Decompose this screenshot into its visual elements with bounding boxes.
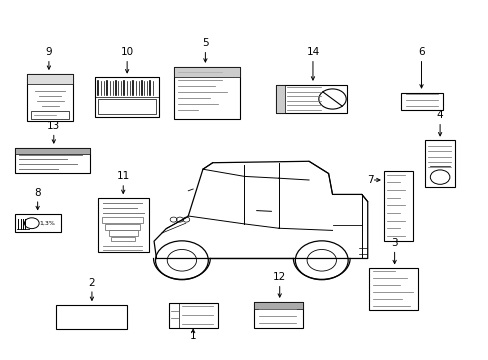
Bar xyxy=(95,77,159,97)
Bar xyxy=(168,303,179,328)
Text: 6: 6 xyxy=(417,47,424,57)
Bar xyxy=(173,67,239,119)
Bar xyxy=(27,74,73,84)
Bar xyxy=(15,214,61,232)
Bar xyxy=(108,230,138,236)
Bar xyxy=(254,302,303,328)
Text: 10: 10 xyxy=(121,47,133,57)
Bar xyxy=(98,99,156,114)
Text: 8: 8 xyxy=(34,188,41,198)
Text: 1: 1 xyxy=(189,330,196,341)
Bar xyxy=(383,171,412,241)
Bar xyxy=(368,268,417,310)
Text: 12: 12 xyxy=(272,272,286,282)
Text: 11: 11 xyxy=(116,171,130,181)
Text: 7: 7 xyxy=(366,175,373,185)
Bar xyxy=(56,305,127,329)
Bar xyxy=(105,224,140,230)
Bar xyxy=(425,140,454,187)
Bar xyxy=(173,67,239,77)
Text: 1,3%: 1,3% xyxy=(40,221,55,226)
Bar xyxy=(276,85,285,113)
Text: 9: 9 xyxy=(45,47,52,57)
Text: 5: 5 xyxy=(202,38,208,48)
Text: 4: 4 xyxy=(436,110,443,120)
Bar xyxy=(111,237,135,241)
Bar xyxy=(400,93,442,110)
Bar xyxy=(95,77,159,117)
Bar xyxy=(102,217,143,223)
Bar xyxy=(276,85,346,113)
Text: 3: 3 xyxy=(390,238,397,248)
Bar xyxy=(15,148,90,154)
Bar xyxy=(254,302,303,309)
Bar xyxy=(168,303,217,328)
Text: 13: 13 xyxy=(47,121,61,131)
Bar xyxy=(15,148,90,173)
Bar xyxy=(98,198,149,252)
Bar xyxy=(27,74,73,121)
Bar xyxy=(31,111,69,119)
Text: 14: 14 xyxy=(305,47,319,57)
Text: 2: 2 xyxy=(88,278,95,288)
